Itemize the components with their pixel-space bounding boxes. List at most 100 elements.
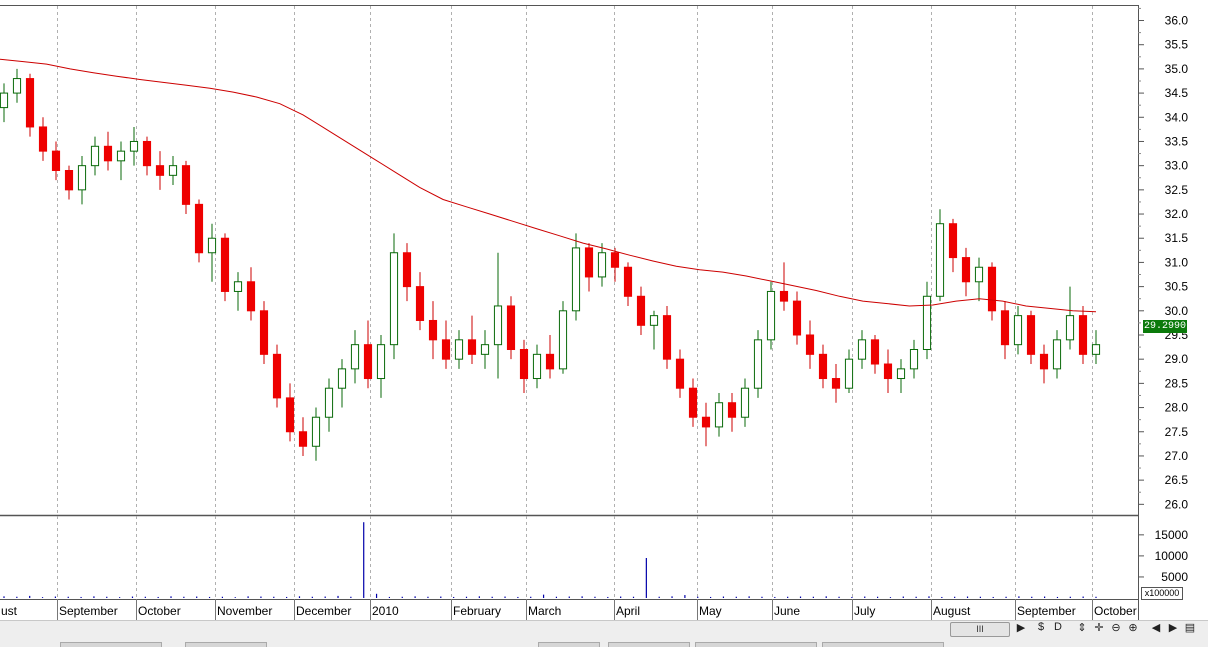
- time-axis-label: May: [699, 604, 722, 618]
- sheet-tab[interactable]: [185, 642, 267, 647]
- price-axis-label: 26.0: [1165, 497, 1189, 511]
- candle-up: [0, 92, 9, 109]
- candle-down: [675, 358, 685, 389]
- candle-down: [519, 349, 529, 380]
- candle-up: [1013, 315, 1023, 346]
- sheet-tab[interactable]: [822, 642, 944, 647]
- price-axis-label: 28.5: [1165, 376, 1189, 390]
- candle-up: [233, 281, 243, 292]
- sheet-tab[interactable]: [60, 642, 162, 647]
- candle-down: [285, 397, 295, 433]
- candle-up: [389, 252, 399, 346]
- candle-up: [207, 237, 217, 254]
- volume-multiplier-label: x100000: [1141, 587, 1183, 600]
- scroll-left-icon[interactable]: ◀: [1151, 622, 1161, 634]
- candle-down: [883, 363, 893, 380]
- time-axis-label: March: [528, 604, 561, 618]
- candle-down: [1026, 315, 1036, 355]
- time-axis-label: 2010: [372, 604, 399, 618]
- volume-axis-label: 15000: [1155, 528, 1189, 542]
- volume-axis-label: 10000: [1155, 549, 1189, 563]
- time-axis-label: September: [1017, 604, 1076, 618]
- candle-down: [220, 237, 230, 292]
- candle-up: [311, 416, 321, 447]
- candle-down: [1039, 353, 1049, 370]
- candle-up: [90, 145, 100, 167]
- price-axis-label: 29.0: [1165, 352, 1189, 366]
- price-axis-label: 31.0: [1165, 255, 1189, 269]
- vertical-scale-icon[interactable]: ⇕: [1077, 622, 1087, 634]
- candle-down: [1000, 310, 1010, 346]
- candle-up: [922, 295, 932, 351]
- currency-icon[interactable]: $: [1037, 621, 1045, 633]
- candle-down: [636, 295, 646, 326]
- scroll-right-icon[interactable]: ▶: [1016, 622, 1026, 634]
- sheet-tab[interactable]: [538, 642, 600, 647]
- sheet-tab[interactable]: [695, 642, 817, 647]
- time-axis-label: October: [1094, 604, 1137, 618]
- price-axis-label: 26.5: [1165, 473, 1189, 487]
- candle-down: [103, 145, 113, 162]
- candle-up: [857, 339, 867, 360]
- candle-up: [493, 305, 503, 346]
- last-price-tag: 29.2990: [1143, 320, 1187, 333]
- zoom-in-icon[interactable]: ⊕: [1128, 622, 1138, 634]
- candle-down: [818, 353, 828, 380]
- zoom-out-icon[interactable]: ⊖: [1111, 622, 1121, 634]
- candle-down: [272, 353, 282, 399]
- moving-average-line: [0, 58, 1097, 313]
- chart-canvas[interactable]: ust September October November December 2010 F…: [0, 0, 1208, 620]
- candle-down: [415, 286, 425, 321]
- time-axis-label: April: [616, 604, 640, 618]
- candle-down: [779, 290, 789, 302]
- candle-down: [64, 169, 74, 191]
- time-axis-label: September: [59, 604, 118, 618]
- price-axis-label: 31.5: [1165, 231, 1189, 245]
- candle-up: [168, 165, 178, 176]
- time-axis-label: August: [933, 604, 971, 618]
- candle-down: [961, 257, 971, 283]
- candle-down: [688, 387, 698, 418]
- candle-up: [974, 266, 984, 283]
- candle-up: [1052, 339, 1062, 370]
- candle-down: [51, 150, 61, 171]
- candle-down: [584, 247, 594, 278]
- candle-up: [844, 358, 854, 389]
- move-icon[interactable]: ✛: [1094, 622, 1104, 634]
- time-axis-label: December: [296, 604, 351, 618]
- candle-down: [246, 281, 256, 312]
- candle-down: [792, 300, 802, 336]
- time-axis-label: June: [774, 604, 800, 618]
- candle-down: [363, 344, 373, 380]
- scroll-right-end-icon[interactable]: ▶: [1168, 622, 1178, 634]
- horizontal-scrollbar[interactable]: III: [950, 622, 1010, 637]
- sheet-tab[interactable]: [608, 642, 690, 647]
- candle-down: [701, 416, 711, 428]
- price-axis-label: 32.0: [1165, 207, 1189, 221]
- daily-period-icon[interactable]: D: [1054, 621, 1062, 633]
- time-axis-label: ust: [1, 604, 18, 618]
- price-axis-label: 28.0: [1165, 401, 1189, 415]
- time-axis-label: July: [854, 604, 875, 618]
- chart-background: [0, 0, 1208, 620]
- candle-down: [155, 165, 165, 176]
- price-axis-label: 35.0: [1165, 62, 1189, 76]
- candle-up: [532, 353, 542, 380]
- candle-up: [77, 165, 87, 191]
- candle-down: [662, 315, 672, 360]
- candle-down: [298, 431, 308, 447]
- candle-down: [181, 165, 191, 205]
- candle-down: [948, 223, 958, 259]
- grid-view-icon[interactable]: ▤: [1184, 622, 1196, 634]
- candle-up: [350, 344, 360, 370]
- price-axis-label: 32.5: [1165, 183, 1189, 197]
- candle-down: [428, 319, 438, 341]
- candle-down: [831, 378, 841, 389]
- candle-up: [12, 78, 22, 94]
- candle-down: [1078, 315, 1088, 355]
- candle-up: [129, 140, 139, 152]
- candle-up: [649, 315, 659, 326]
- candle-up: [753, 339, 763, 389]
- candle-down: [38, 126, 48, 152]
- candle-down: [467, 339, 477, 355]
